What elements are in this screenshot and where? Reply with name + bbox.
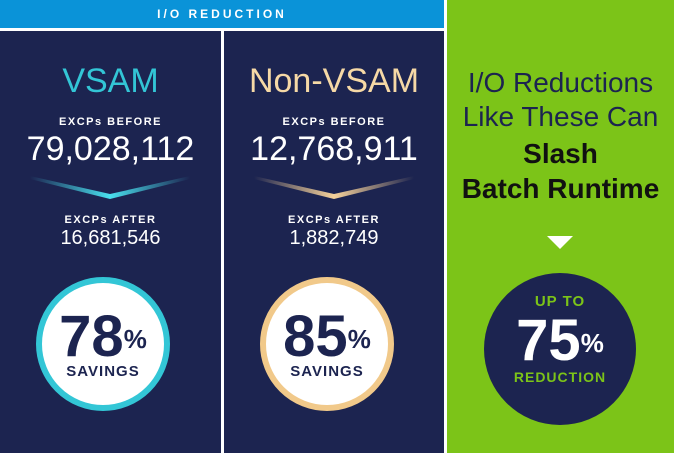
down-triangle-icon <box>547 236 573 249</box>
reduction-percent: 75% <box>516 308 604 373</box>
non-vsam-before-label: EXCPs BEFORE <box>282 116 386 128</box>
io-reduction-banner: I/O REDUCTION <box>0 0 444 28</box>
callout-line-2: Like These Can <box>462 101 659 132</box>
banner-label: I/O REDUCTION <box>157 7 287 21</box>
vsam-panel: VSAM EXCPs BEFORE 79,028,112 EXCPs AFTER… <box>0 31 221 453</box>
vsam-after-label: EXCPs AFTER <box>64 214 157 226</box>
vsam-before-value: 79,028,112 <box>26 130 195 168</box>
callout-line-1: I/O Reductions <box>467 67 654 98</box>
reduction-circle: UP TO 75% REDUCTION <box>484 273 636 425</box>
vsam-before-label: EXCPs BEFORE <box>59 116 162 128</box>
vsam-savings-percent: 78% <box>59 304 147 369</box>
vsam-after-value: 16,681,546 <box>60 227 161 249</box>
vsam-percent-sign: % <box>123 324 147 354</box>
non-vsam-savings-circle: 85% SAVINGS <box>260 277 394 411</box>
reduction-percent-sign: % <box>580 328 604 358</box>
callout-line-4: Batch Runtime <box>461 173 660 204</box>
vsam-chevron-icon <box>30 176 190 199</box>
non-vsam-savings-label: SAVINGS <box>290 363 364 380</box>
non-vsam-chevron-icon <box>254 176 414 199</box>
vsam-savings-label: SAVINGS <box>66 363 140 380</box>
non-vsam-percent-sign: % <box>347 324 371 354</box>
vsam-savings-circle: 78% SAVINGS <box>36 277 170 411</box>
non-vsam-after-label: EXCPs AFTER <box>288 214 380 226</box>
non-vsam-panel: Non-VSAM EXCPs BEFORE 12,768,911 EXCPs A… <box>224 31 444 453</box>
up-to-label: UP TO <box>534 293 586 310</box>
non-vsam-title: Non-VSAM <box>248 62 420 100</box>
non-vsam-savings-percent: 85% <box>283 304 371 369</box>
callout-line-3: Slash <box>523 138 598 169</box>
vsam-title: VSAM <box>62 62 159 100</box>
reduction-label: REDUCTION <box>513 369 607 385</box>
callout-panel: I/O Reductions Like These Can Slash Batc… <box>447 0 674 453</box>
non-vsam-after-value: 1,882,749 <box>289 227 379 249</box>
non-vsam-before-value: 12,768,911 <box>250 130 418 168</box>
